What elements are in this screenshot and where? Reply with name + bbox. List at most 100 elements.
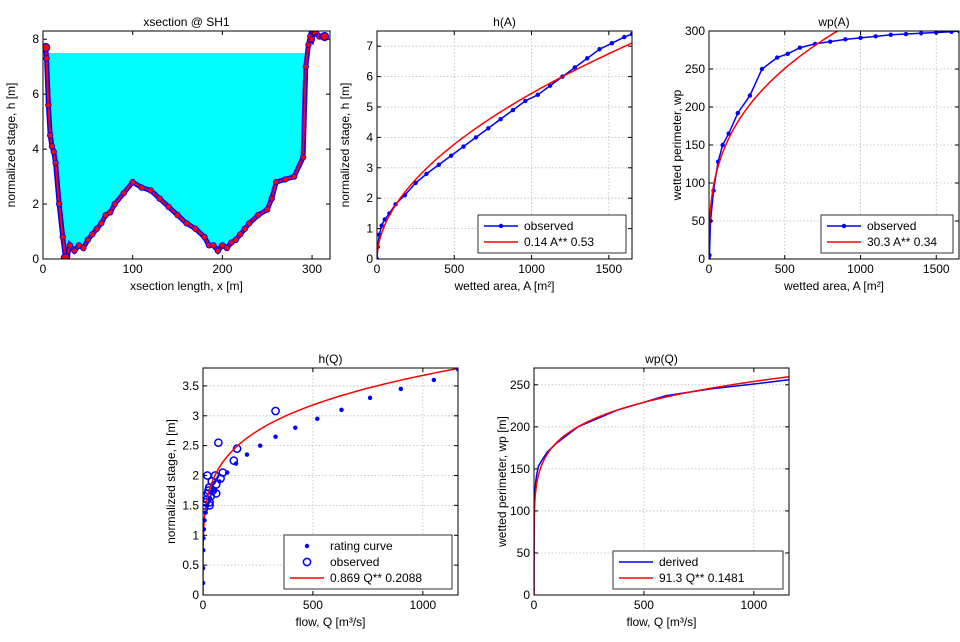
y-axis-label: wetted perimeter, wp [m] <box>495 416 509 548</box>
series-point <box>233 461 238 466</box>
y-tick-label: 200 <box>685 100 705 114</box>
x-axis-label: flow, Q [m³/s] <box>295 615 365 629</box>
series-point <box>211 488 216 493</box>
x-tick-label: 0 <box>374 262 381 276</box>
y-tick-label: 150 <box>510 462 530 476</box>
legend-label: 30.3 A** 0.34 <box>867 235 937 249</box>
chart-title: xsection @ SH1 <box>143 15 230 29</box>
series-point <box>747 93 753 98</box>
section-point <box>156 195 163 202</box>
series-line <box>709 31 839 259</box>
x-tick-label: 500 <box>303 598 323 612</box>
y-tick-label: 250 <box>685 62 705 76</box>
legend-label: 0.869 Q** 0.2088 <box>330 571 422 585</box>
y-axis-label: normalized stage, h [m] <box>4 83 18 208</box>
y-tick-label: 6 <box>32 87 39 101</box>
section-point <box>46 132 54 139</box>
legend-marker <box>498 223 504 229</box>
section-point <box>107 209 114 216</box>
x-tick-label: 1000 <box>740 598 767 612</box>
series-point <box>584 56 590 61</box>
y-tick-label: 1 <box>192 528 199 542</box>
series-point <box>203 581 206 586</box>
y-tick-label: 2.5 <box>182 439 199 453</box>
series-point <box>473 135 479 140</box>
section-point <box>111 200 118 208</box>
series-point <box>368 395 373 400</box>
section-point <box>120 189 127 197</box>
series-point <box>785 51 790 56</box>
y-tick-label: 4 <box>32 142 39 156</box>
x-tick-label: 1500 <box>923 262 950 276</box>
series-point <box>774 55 780 60</box>
y-tick-label: 200 <box>510 420 530 434</box>
x-tick-label: 300 <box>302 262 322 276</box>
legend-label: observed <box>867 219 916 233</box>
section-point <box>290 173 298 180</box>
series-point <box>797 45 803 50</box>
axes-box <box>42 30 331 260</box>
section-point <box>66 242 74 249</box>
section-point <box>223 244 231 252</box>
section-point <box>192 225 199 232</box>
y-tick-label: 1 <box>366 222 373 236</box>
series-point <box>888 32 894 37</box>
series-point <box>431 377 436 382</box>
legend-marker <box>304 543 310 549</box>
series-point <box>486 126 491 131</box>
x-tick-label: 500 <box>634 598 654 612</box>
y-tick-label: 1.5 <box>182 498 199 512</box>
section-point <box>45 101 52 109</box>
series-point <box>949 31 954 34</box>
x-tick-label: 1000 <box>409 598 436 612</box>
x-tick-label: 0 <box>40 262 47 276</box>
axes-box <box>202 367 459 596</box>
x-tick-label: 1500 <box>595 262 622 276</box>
series-point <box>498 116 503 122</box>
x-tick-label: 0 <box>706 262 713 276</box>
section-point <box>237 231 244 238</box>
section-point <box>281 176 289 183</box>
series-point <box>759 66 765 72</box>
series-point <box>203 527 206 532</box>
y-tick-label: 3 <box>192 409 199 423</box>
observed-point <box>214 438 223 448</box>
legend: observed 0.14 A** 0.53 <box>477 214 627 254</box>
series-point <box>903 31 909 37</box>
series-point <box>858 35 863 41</box>
legend: derived 91.3 Q** 0.1481 <box>612 550 784 590</box>
section-point <box>268 195 275 202</box>
legend-label: observed <box>524 219 573 233</box>
section-point <box>55 200 63 208</box>
section-point <box>305 41 312 48</box>
x-axis-label: flow, Q [m³/s] <box>626 615 696 629</box>
series-point <box>205 503 210 508</box>
section-point <box>147 187 154 194</box>
section-point <box>80 244 87 252</box>
section-point <box>246 220 253 227</box>
legend-label: rating curve <box>330 539 393 553</box>
series-point <box>720 142 725 148</box>
chart-hA: 0 500 1000 1500 0 1 2 3 4 5 6 7 h(A) wetted area, A [… <box>338 15 633 293</box>
series-point <box>609 40 615 46</box>
section-point <box>302 63 309 70</box>
y-tick-label: 150 <box>685 138 705 152</box>
axes-box <box>533 367 790 596</box>
data-layer <box>43 31 330 259</box>
legend-marker <box>841 223 847 229</box>
series-point <box>244 452 249 457</box>
series-point <box>203 536 206 541</box>
x-axis-label: wetted area, A [m²] <box>453 279 554 293</box>
x-tick-label: 100 <box>123 262 143 276</box>
legend-box <box>820 214 954 254</box>
chart-wpA: 0 500 1000 1500 0 50 100 150 200 250 300 wp(A) wette… <box>670 15 960 293</box>
legend-label: 91.3 Q** 0.1481 <box>659 571 745 585</box>
legend-box <box>283 534 453 590</box>
y-axis-label: normalized stage, h [m] <box>338 83 352 208</box>
series-point <box>203 566 206 571</box>
series-point <box>572 65 578 70</box>
section-point <box>255 211 262 219</box>
series-line <box>377 42 632 259</box>
series-point <box>547 83 553 88</box>
section-point <box>129 178 136 186</box>
